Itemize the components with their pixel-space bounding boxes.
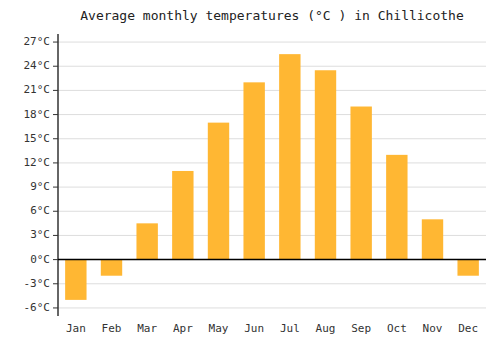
grid-line [58,307,486,308]
tick-label: 0°C [30,253,50,266]
bar [279,54,300,259]
category-label: Aug [316,322,336,335]
category-label: Apr [173,322,193,335]
zero-line [58,259,486,261]
category-label: Oct [387,322,407,335]
grid [58,42,486,308]
bar [386,155,407,260]
tick-label: -6°C [24,301,51,314]
y-axis-line [57,34,59,316]
grid-line [58,259,486,260]
bar [136,223,157,259]
bar [350,107,371,260]
x-axis: Jan Feb Mar Apr May Jun Jul Aug Sep Oct Nov Dec [66,322,478,335]
category-label: Jun [244,322,264,335]
grid-line [58,138,486,139]
bar [422,219,443,259]
tick-label: 15°C [24,132,51,145]
title: Average monthly temperatures (°C ) in Ch… [80,8,464,23]
grid-line [58,211,486,212]
tick-label: -3°C [24,277,51,290]
grid-line [58,114,486,115]
bar [101,260,122,276]
category-label: Mar [137,322,157,335]
tick-label: 18°C [24,108,51,121]
category-label: Nov [423,322,443,335]
bar [172,171,193,260]
tick-label: 9°C [30,180,50,193]
grid-line [58,187,486,188]
category-label: Jul [280,322,300,335]
bar [315,70,336,259]
grid-line [58,66,486,67]
tick-label: 12°C [24,156,51,169]
category-label: May [209,322,229,335]
category-label: Sep [351,322,371,335]
bars [65,54,479,300]
tick-label: 6°C [30,204,50,217]
grid-line [58,90,486,91]
bar [65,260,86,300]
tick-label: 21°C [24,83,51,96]
grid-line [58,283,486,284]
bar [243,82,264,259]
tick-label: 27°C [24,35,51,48]
grid-line [58,42,486,43]
tick-label: 24°C [24,59,51,72]
category-label: Feb [102,322,122,335]
grid-line [58,162,486,163]
chart-container: -6°C -3°C 0°C 3°C 6°C 9°C 12°C 15°C 18°C 21°C 24°C… [0,0,500,350]
bar [208,123,229,260]
bar [457,260,478,276]
tick-label: 3°C [30,228,50,241]
chart: -6°C -3°C 0°C 3°C 6°C 9°C 12°C 15°C 18°C 21°C 24°C… [0,0,500,350]
y-axis: -6°C -3°C 0°C 3°C 6°C 9°C 12°C 15°C 18°C 21°C 24°C… [24,34,59,316]
category-label: Jan [66,322,86,335]
category-label: Dec [458,322,478,335]
